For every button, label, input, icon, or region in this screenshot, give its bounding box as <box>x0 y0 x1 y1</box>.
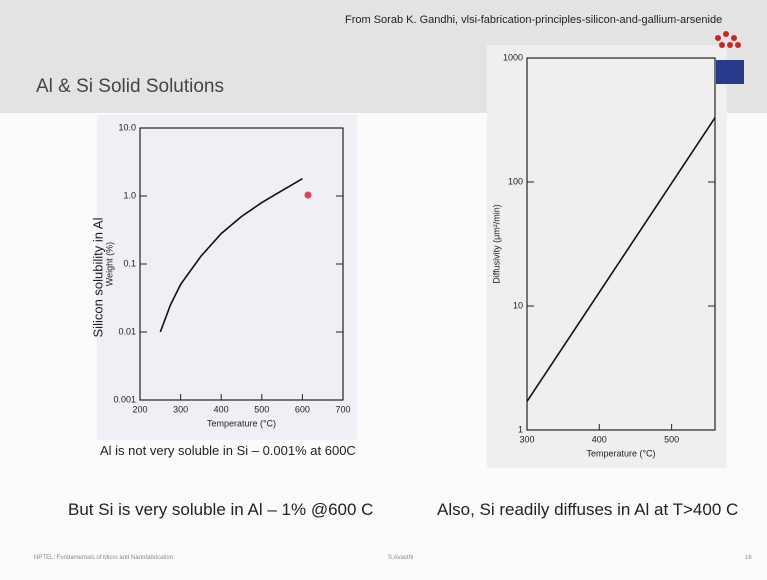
plot-frame <box>526 57 716 431</box>
y-tick-label: 1 <box>518 424 523 434</box>
chart-caption: Al is not very soluble in Si – 0.001% at… <box>100 443 356 458</box>
x-tick-label: 200 <box>132 404 147 414</box>
x-tick-label: 400 <box>592 434 607 444</box>
x-tick-label: 300 <box>173 404 188 414</box>
x-tick-label: 400 <box>214 404 229 414</box>
x-tick-label: 300 <box>519 434 534 444</box>
source-note: From Sorab K. Gandhi, vlsi-fabrication-p… <box>345 14 723 26</box>
slide-title: Al & Si Solid Solutions <box>36 76 224 97</box>
footer-author: S.Avasthi <box>388 555 414 561</box>
x-axis-label: Temperature (°C) <box>207 418 276 428</box>
y-tick-label: 10 <box>513 300 523 310</box>
logo <box>715 31 744 84</box>
y-tick-label: 0.001 <box>113 394 136 404</box>
y-tick-label: 100 <box>508 176 523 186</box>
y-axis-label: Weight (%) <box>104 242 114 286</box>
data-line <box>159 177 303 333</box>
y-tick-label: 10.0 <box>118 122 136 132</box>
footer-page: 16 <box>745 555 752 561</box>
statement: But Si is very soluble in Al – 1% @600 C <box>68 500 374 519</box>
y-tick-label: 0.1 <box>123 258 136 268</box>
x-tick-label: 500 <box>664 434 679 444</box>
y-tick-label: 1000 <box>503 52 523 62</box>
outer-y-label: Silicon solubility in Al <box>90 217 106 338</box>
footer-course: NPTEL: Fundamentals of Micro and Nanofab… <box>34 555 174 561</box>
laser-pointer <box>304 191 312 199</box>
x-tick-label: 700 <box>335 404 350 414</box>
x-axis-label: Temperature (°C) <box>586 448 655 458</box>
x-tick-label: 500 <box>254 404 269 414</box>
chart-photo <box>487 45 727 468</box>
y-tick-label: 0.01 <box>118 326 136 336</box>
x-tick-label: 600 <box>295 404 310 414</box>
chart-photo <box>97 115 357 440</box>
y-tick-label: 1.0 <box>123 190 136 200</box>
y-axis-label: Diffusivity (μm²/min) <box>491 204 501 284</box>
data-line <box>526 117 716 402</box>
statement: Also, Si readily diffuses in Al at T>400… <box>437 500 739 519</box>
